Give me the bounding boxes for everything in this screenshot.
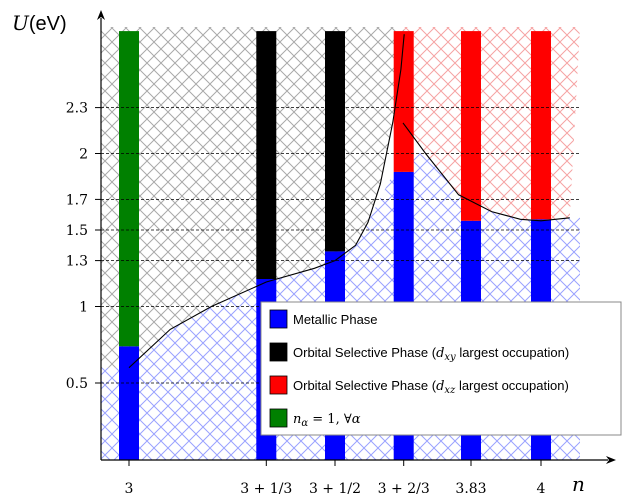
y-tick-label: 1.7 [66,192,88,208]
metal-boundary-curve [128,34,405,369]
y-axis-label: U(eV) [12,11,67,35]
y-tick-labels: 0.5 1 1.3 1.5 1.7 2 2.3 [66,101,101,392]
legend-label-osp-xy: Orbital Selective Phase (dxy largest occ… [293,345,569,363]
y-axis-arrow-icon [97,10,105,20]
bar-segment-osp-xz [393,31,414,172]
x-tick-label: 3 + 1/3 [240,481,292,497]
legend-label-osp-xz: Orbital Selective Phase (dxz largest occ… [293,378,569,396]
x-tick-label: 3 + 2/3 [378,481,430,497]
legend: Metallic Phase Orbital Selective Phase (d… [260,301,622,436]
bar-segment-osp-xz [461,31,481,221]
legend-box [260,301,622,436]
y-tick-label: 2 [79,147,88,163]
legend-label-mott: nα = 1, ∀α [293,412,361,429]
x-axis-arrow-icon [606,456,616,464]
y-tick-label: 0.5 [66,376,88,392]
x-tick-labels: 3 3 + 1/3 3 + 1/2 3 + 2/3 3.83 4 [125,460,546,497]
legend-swatch-mott [269,408,288,428]
x-tick-label: 3 [125,481,134,497]
legend-swatch-osp-xz [269,375,288,395]
x-tick-label: 3 + 1/2 [309,481,361,497]
osp-boundary-curve [402,122,570,222]
bar-segment-mott [119,31,139,347]
bar-segment-osp-xy [325,31,345,252]
legend-swatch-osp-xy [269,342,288,362]
bar-segment-metallic [119,346,139,460]
bar-segment-osp-xy [256,31,277,279]
y-axis [97,10,105,460]
legend-label-metallic: Metallic Phase [293,312,378,327]
x-axis [101,456,616,464]
bar-segment-osp-xz [531,31,551,220]
x-axis-label: n [572,472,585,496]
y-tick-label: 2.3 [66,101,88,117]
legend-swatch-metallic [269,309,288,329]
y-tick-label: 1 [79,300,88,316]
y-tick-label: 1.5 [66,223,88,239]
x-tick-label: 4 [537,481,546,497]
x-tick-label: 3.83 [455,481,486,497]
y-tick-label: 1.3 [66,254,88,270]
